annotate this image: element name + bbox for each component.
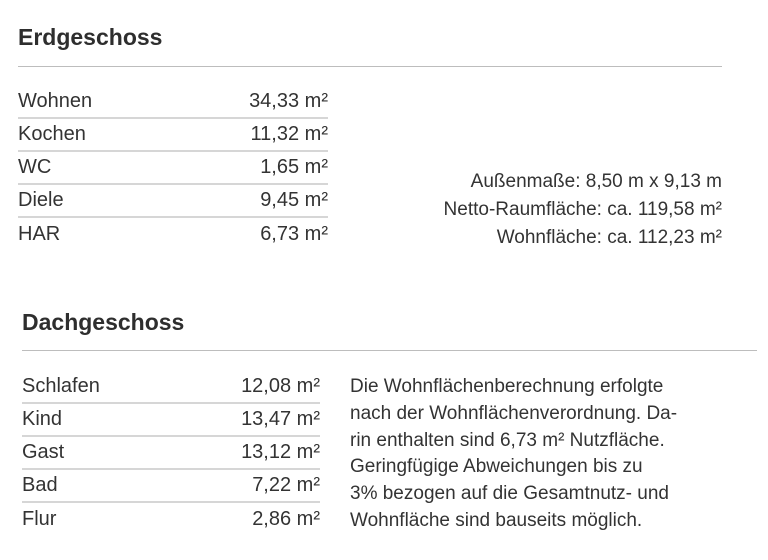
- room-area: 13,47 m²: [241, 408, 320, 430]
- room-name: Bad: [22, 474, 58, 496]
- area-calculation-note: Die Wohnflächenberechnung erfolgte nach …: [350, 374, 677, 535]
- table-row: Schlafen 12,08 m²: [22, 371, 320, 404]
- note-line: Geringfügige Abweichungen bis zu: [350, 456, 643, 478]
- table-row: Kochen 11,32 m²: [18, 119, 328, 152]
- note-line: rin enthalten sind 6,73 m² Nutzfläche.: [350, 429, 665, 451]
- note-line: 3% bezogen auf die Gesamtnutz- und: [350, 483, 669, 505]
- room-area: 9,45 m²: [260, 189, 328, 211]
- room-name: Flur: [22, 508, 57, 530]
- table-row: Diele 9,45 m²: [18, 185, 328, 218]
- outer-dimensions: Außenmaße: 8,50 m x 9,13 m: [470, 171, 722, 192]
- room-area: 7,22 m²: [252, 474, 320, 496]
- net-room-area: Netto-Raumfläche: ca. 119,58 m²: [443, 199, 722, 220]
- dachgeschoss-title: Dachgeschoss: [22, 309, 185, 335]
- room-name: Kind: [22, 408, 63, 430]
- table-row: Bad 7,22 m²: [22, 470, 320, 503]
- room-name: Gast: [22, 441, 65, 463]
- erdgeschoss-divider: [18, 66, 722, 67]
- table-row: Kind 13,47 m²: [22, 404, 320, 437]
- dachgeschoss-room-table: Schlafen 12,08 m² Kind 13,47 m² Gast 13,12 …: [22, 371, 320, 536]
- room-name: WC: [18, 156, 52, 178]
- room-area: 13,12 m²: [241, 441, 320, 463]
- room-area: 12,08 m²: [241, 375, 320, 397]
- table-row: Flur 2,86 m²: [22, 503, 320, 536]
- note-line: Wohnfläche sind bauseits möglich.: [350, 509, 643, 531]
- room-name: Wohnen: [18, 90, 93, 112]
- room-area: 2,86 m²: [252, 508, 320, 530]
- room-name: Kochen: [18, 123, 86, 145]
- living-area: Wohnfläche: ca. 112,23 m²: [496, 227, 722, 248]
- room-name: Diele: [18, 189, 64, 211]
- room-area: 34,33 m²: [249, 90, 328, 112]
- note-line: nach der Wohnflächenverordnung. Da-: [350, 402, 678, 424]
- room-area: 11,32 m²: [250, 123, 328, 145]
- erdgeschoss-room-table: Wohnen 34,33 m² Kochen 11,32 m² WC 1,65 m² …: [18, 86, 328, 251]
- room-area: 6,73 m²: [260, 223, 328, 245]
- room-name: Schlafen: [22, 375, 100, 397]
- dachgeschoss-divider: [22, 350, 757, 351]
- table-row: WC 1,65 m²: [18, 152, 328, 185]
- erdgeschoss-title: Erdgeschoss: [18, 24, 163, 50]
- erdgeschoss-summary: Außenmaße: 8,50 m x 9,13 m Netto-Raumflä…: [444, 168, 722, 252]
- table-row: HAR 6,73 m²: [18, 218, 328, 251]
- room-area: 1,65 m²: [260, 156, 328, 178]
- room-name: HAR: [18, 223, 61, 245]
- note-line: Die Wohnflächenberechnung erfolgte: [350, 376, 664, 397]
- table-row: Gast 13,12 m²: [22, 437, 320, 470]
- table-row: Wohnen 34,33 m²: [18, 86, 328, 119]
